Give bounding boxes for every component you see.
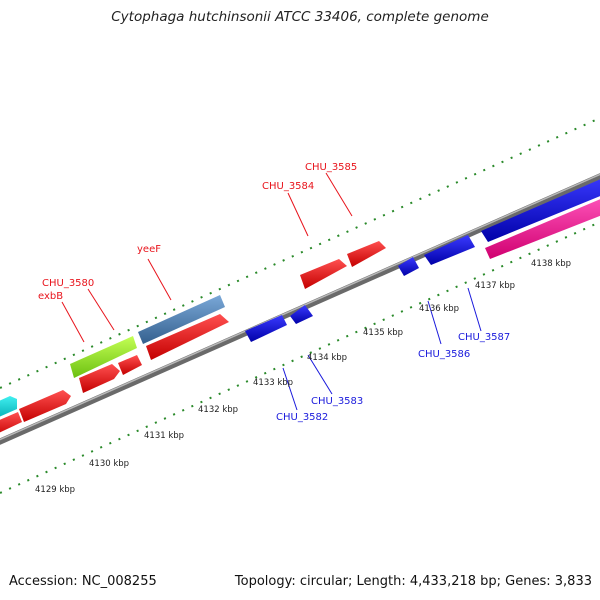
gene-label-CHU_3586[interactable]: CHU_3586: [418, 349, 470, 360]
gene-arrow-red-CHU3584[interactable]: [300, 259, 347, 289]
gene-arrow-red-yeeF[interactable]: [146, 314, 229, 360]
gene-label-exbB[interactable]: exbB: [38, 291, 63, 302]
gene-arrow-steel-yeeF[interactable]: [138, 295, 225, 344]
gene-arrow-red-small[interactable]: [118, 355, 142, 375]
scale-label-4138: 4138 kbp: [531, 259, 571, 269]
gene-label-CHU_3582[interactable]: CHU_3582: [276, 412, 328, 423]
gene-arrow-pink[interactable]: [485, 195, 600, 259]
gene-arrow-green[interactable]: [70, 336, 137, 378]
gene-label-CHU_3584[interactable]: CHU_3584: [262, 181, 314, 192]
gene-arrow-blue-small[interactable]: [398, 257, 419, 276]
genome-title: Cytophaga hutchinsonii ATCC 33406, compl…: [111, 9, 489, 25]
gene-arrow-red-1[interactable]: [0, 412, 22, 437]
gene-label-CHU_3585[interactable]: CHU_3585: [305, 162, 357, 173]
scale-label-4131: 4131 kbp: [144, 431, 184, 441]
genome-summary-text: Topology: circular; Length: 4,433,218 bp…: [234, 574, 592, 589]
gene-arrow-blue-CHU3583[interactable]: [290, 305, 313, 324]
outer-tick-track: [0, 117, 600, 389]
genome-backbone: [0, 173, 600, 445]
scale-label-4130: 4130 kbp: [89, 459, 129, 469]
label-leaders: [61, 172, 482, 411]
gene-arrow-blue-CHU3582[interactable]: [245, 315, 287, 342]
scale-label-4132: 4132 kbp: [198, 405, 238, 415]
scale-label-4133: 4133 kbp: [253, 378, 293, 388]
scale-label-4129: 4129 kbp: [35, 485, 75, 495]
gene-arrow-blue-CHU3586[interactable]: [424, 235, 475, 265]
reverse-genes: [245, 175, 600, 342]
scale-label-4136: 4136 kbp: [419, 304, 459, 314]
scale-label-4134: 4134 kbp: [307, 353, 347, 363]
scale-label-4135: 4135 kbp: [363, 328, 403, 338]
scale-label-4137: 4137 kbp: [475, 281, 515, 291]
gene-arrow-red-exbB[interactable]: [79, 364, 120, 393]
gene-arrow-red-CHU3585[interactable]: [347, 241, 386, 267]
gene-arrow-cyan[interactable]: [0, 396, 17, 421]
gene-label-yeeF[interactable]: yeeF: [137, 244, 161, 255]
gene-arrow-red-2[interactable]: [19, 390, 71, 422]
gene-label-CHU_3587[interactable]: CHU_3587: [458, 332, 510, 343]
forward-genes: [0, 241, 386, 437]
accession-text: Accession: NC_008255: [9, 574, 157, 589]
gene-label-CHU_3583[interactable]: CHU_3583: [311, 396, 363, 407]
gene-label-CHU_3580[interactable]: CHU_3580: [42, 278, 94, 289]
gene-arrow-blue-CHU3587[interactable]: [481, 175, 600, 242]
